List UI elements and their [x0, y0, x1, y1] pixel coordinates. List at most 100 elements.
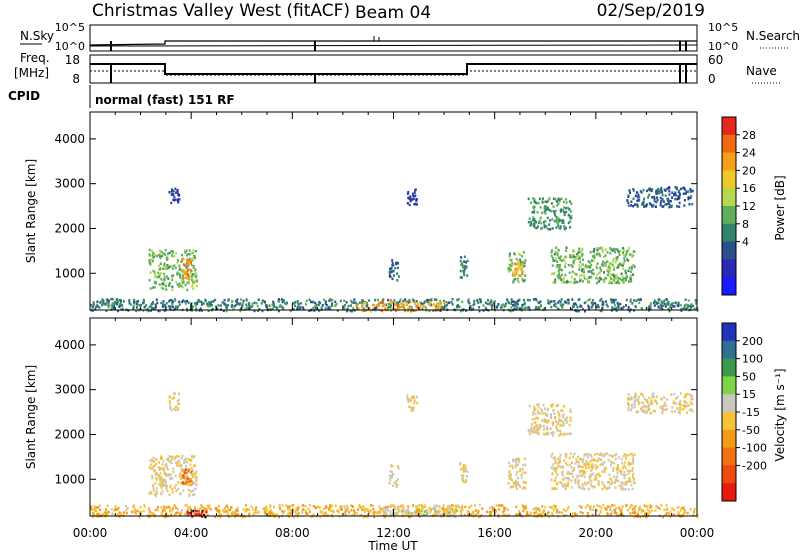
power-echo-cell: [395, 302, 398, 306]
power-echo-cell: [420, 307, 422, 310]
velocity-echo-cell: [610, 454, 613, 458]
power-echo-cell: [456, 306, 459, 309]
velocity-echo-cell: [577, 461, 580, 464]
velocity-echo-cell: [388, 482, 391, 485]
velocity-echo-cell: [562, 422, 565, 425]
power-echo-cell: [429, 303, 431, 306]
power-echo-cell: [323, 298, 326, 302]
velocity-echo-cell: [630, 452, 633, 455]
velocity-echo-cell: [181, 468, 184, 472]
velocity-echo-cell: [169, 460, 172, 463]
velocity-echo-cell: [227, 506, 230, 509]
velocity-echo-cell: [138, 515, 141, 519]
velocity-echo-cell: [555, 420, 557, 423]
power-echo-cell: [577, 298, 580, 302]
velocity-echo-cell: [532, 410, 535, 414]
velocity-echo-cell: [597, 483, 600, 487]
velocity-echo-cell: [343, 511, 346, 515]
power-echo-cell: [573, 281, 576, 284]
power-echo-cell: [538, 307, 540, 310]
velocity-echo-cell: [149, 511, 152, 514]
velocity-echo-cell: [594, 464, 597, 467]
velocity-echo-cell: [302, 503, 305, 507]
velocity-echo-cell: [330, 513, 333, 517]
power-echo-cell: [560, 304, 563, 308]
power-echo-cell: [354, 301, 357, 304]
power-echo-cell: [625, 252, 628, 256]
velocity-echo-cell: [664, 514, 667, 517]
velocity-echo-cell: [620, 481, 623, 484]
power-echo-cell: [559, 275, 562, 278]
power-echo-cell: [551, 264, 554, 267]
power-echo-cell: [461, 300, 464, 304]
velocity-echo-cell: [171, 491, 174, 494]
velocity-echo-cell: [662, 408, 665, 411]
power-echo-cell: [625, 304, 627, 307]
velocity-echo-cell: [334, 504, 337, 507]
velocity-echo-cell: [572, 455, 575, 459]
velocity-echo-cell: [575, 513, 578, 516]
velocity-echo-cell: [459, 468, 462, 471]
power-echo-cell: [629, 300, 632, 303]
power-echo-cell: [397, 275, 400, 278]
power-echo-cell: [523, 303, 526, 306]
power-echo-cell: [578, 268, 581, 271]
power-echo-cell: [615, 281, 618, 284]
velocity-echo-cell: [177, 508, 179, 511]
velocity-echo-cell: [672, 402, 675, 405]
velocity-echo-cell: [389, 470, 392, 473]
velocity-echo-cell: [604, 486, 607, 489]
power-echo-cell: [260, 302, 263, 305]
velocity-echo-cell: [569, 410, 572, 413]
velocity-echo-cell: [393, 507, 396, 511]
power-echo-cell: [204, 299, 207, 303]
velocity-echo-cell: [581, 487, 584, 491]
velocity-echo-cell: [604, 466, 607, 470]
power-echo-cell: [191, 284, 194, 288]
power-echo-cell: [596, 262, 599, 265]
power-echo-cell: [118, 305, 121, 308]
power-echo-cell: [662, 200, 665, 203]
range-tick-label: 1000: [54, 266, 85, 280]
velocity-echo-cell: [557, 457, 560, 461]
velocity-echo-cell: [576, 460, 579, 463]
velocity-echo-cell: [688, 408, 691, 412]
velocity-echo-cell: [214, 506, 217, 510]
velocity-echo-cell: [459, 509, 462, 513]
velocity-echo-cell: [190, 483, 193, 486]
velocity-echo-cell: [401, 514, 404, 517]
power-echo-cell: [671, 191, 674, 194]
power-echo-cell: [554, 259, 557, 262]
velocity-echo-cell: [158, 483, 161, 486]
velocity-echo-cell: [613, 481, 616, 484]
power-echo-cell: [152, 259, 154, 263]
velocity-echo-cell: [393, 505, 396, 509]
power-echo-cell: [569, 220, 572, 223]
velocity-echo-cell: [186, 477, 189, 480]
power-echo-cell: [604, 276, 607, 280]
power-echo-cell: [609, 274, 612, 278]
velocity-echo-cell: [567, 484, 569, 488]
velocity-echo-cell: [396, 483, 399, 487]
power-echo-cell: [663, 188, 666, 192]
velocity-echo-cell: [536, 515, 539, 518]
power-echo-cell: [599, 254, 602, 258]
velocity-echo-cell: [683, 406, 686, 409]
velocity-echo-cell: [173, 504, 176, 507]
velocity-echo-cell: [340, 506, 343, 509]
power-echo-cell: [166, 252, 169, 255]
power-echo-cell: [327, 307, 330, 310]
power-echo-cell: [615, 309, 618, 312]
velocity-echo-cell: [507, 482, 510, 485]
velocity-echo-cell: [188, 512, 191, 515]
velocity-echo-cell: [561, 415, 564, 418]
velocity-echo-cell: [329, 506, 332, 509]
velocity-echo-cell: [192, 509, 195, 513]
power-echo-cell: [258, 308, 261, 311]
power-echo-cell: [302, 308, 305, 311]
velocity-echo-cell: [555, 467, 558, 470]
power-echo-cell: [406, 302, 409, 305]
velocity-echo-cell: [553, 417, 556, 420]
velocity-echo-cell: [397, 511, 400, 514]
velocity-echo-cell: [567, 505, 570, 509]
